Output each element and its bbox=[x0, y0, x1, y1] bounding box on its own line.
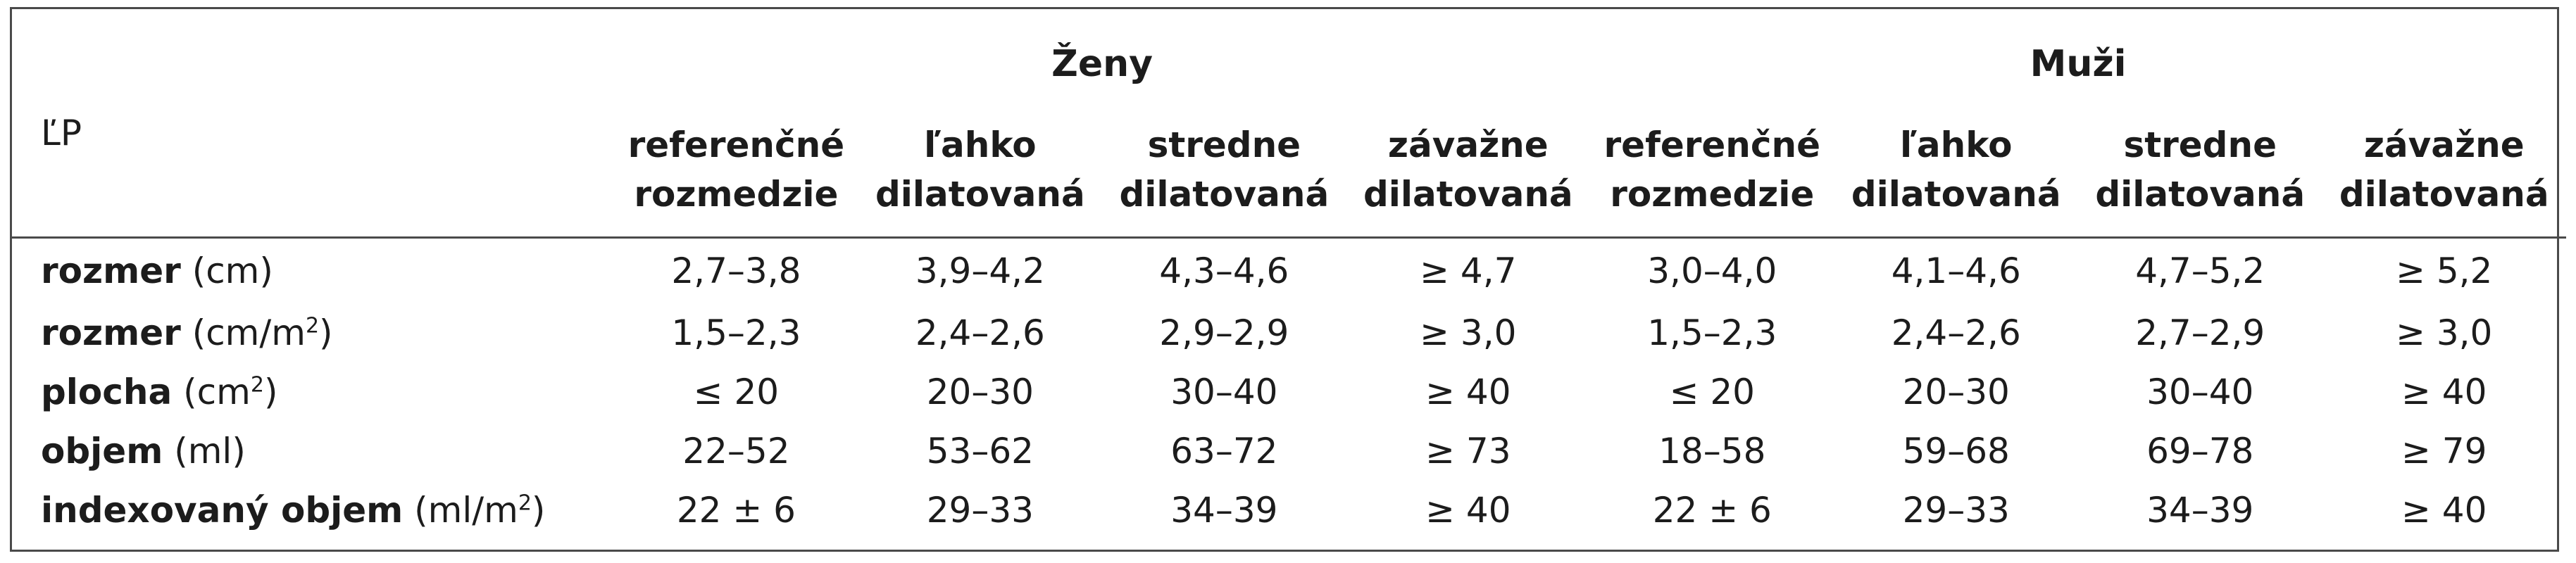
row-label: rozmer (cm/m2) bbox=[41, 312, 333, 353]
reference-table: Ženy Muži ĽP referenčné rozmedzie ľahko di… bbox=[11, 25, 2566, 540]
row-label: plocha (cm2) bbox=[41, 372, 278, 412]
group-header-women: Ženy bbox=[1051, 43, 1153, 85]
table-cell: 30–40 bbox=[1170, 372, 1278, 412]
row-label: indexovaný objem (ml/m2) bbox=[41, 490, 546, 531]
table-cell: ≥ 40 bbox=[2401, 490, 2487, 531]
table-cell: 30–40 bbox=[2146, 372, 2254, 412]
table-row: rozmer (cm/m2) 1,5–2,3 2,4–2,6 2,9–2,9 ≥… bbox=[11, 303, 2566, 362]
table-cell: 20–30 bbox=[926, 372, 1034, 412]
group-header-men: Muži bbox=[2030, 43, 2127, 85]
table-cell: 29–33 bbox=[1902, 490, 2010, 531]
table-cell: 18–58 bbox=[1658, 431, 1766, 472]
table-cell: 2,7–2,9 bbox=[2135, 312, 2265, 353]
table-cell: ≥ 4,7 bbox=[1420, 251, 1517, 291]
table-cell: 20–30 bbox=[1902, 372, 2010, 412]
subheader-cell: stredne dilatovaná bbox=[2095, 125, 2306, 215]
subheader-cell: referenčné rozmedzie bbox=[1603, 125, 1821, 215]
subheader-cell: referenčné rozmedzie bbox=[627, 125, 845, 215]
table-row: indexovaný objem (ml/m2) 22 ± 6 29–33 34… bbox=[11, 481, 2566, 540]
table-cell: ≤ 20 bbox=[1669, 372, 1755, 412]
subheader-cell: závažne dilatovaná bbox=[1363, 125, 1573, 215]
empty-corner bbox=[11, 25, 614, 103]
table-cell: 3,0–4,0 bbox=[1647, 251, 1777, 291]
table-cell: 59–68 bbox=[1902, 431, 2010, 472]
table-cell: 63–72 bbox=[1170, 431, 1278, 472]
table-cell: 22 ± 6 bbox=[1652, 490, 1772, 531]
subheader-row: ĽP referenčné rozmedzie ľahko dilatovaná s… bbox=[11, 103, 2566, 238]
table-cell: 34–39 bbox=[1170, 490, 1278, 531]
row-label-header: ĽP bbox=[41, 113, 82, 153]
table-cell: 2,4–2,6 bbox=[915, 312, 1045, 353]
table-cell: 1,5–2,3 bbox=[1647, 312, 1777, 353]
table-row: objem (ml) 22–52 53–62 63–72 ≥ 73 18–58 … bbox=[11, 422, 2566, 481]
table-cell: 4,3–4,6 bbox=[1159, 251, 1289, 291]
table-cell: ≥ 79 bbox=[2401, 431, 2487, 472]
table-cell: ≥ 73 bbox=[1425, 431, 1511, 472]
table-cell: 29–33 bbox=[926, 490, 1034, 531]
table-cell: 22 ± 6 bbox=[676, 490, 796, 531]
table-frame bbox=[10, 7, 2559, 552]
table-cell: ≥ 40 bbox=[1425, 372, 1511, 412]
table-cell: ≥ 40 bbox=[2401, 372, 2487, 412]
row-label: objem (ml) bbox=[41, 431, 246, 472]
table-cell: 4,1–4,6 bbox=[1891, 251, 2021, 291]
table-cell: ≥ 40 bbox=[1425, 490, 1511, 531]
table-cell: 2,4–2,6 bbox=[1891, 312, 2021, 353]
subheader-cell: stredne dilatovaná bbox=[1119, 125, 1330, 215]
table-row: plocha (cm2) ≤ 20 20–30 30–40 ≥ 40 ≤ 20 … bbox=[11, 362, 2566, 422]
table-cell: 4,7–5,2 bbox=[2135, 251, 2265, 291]
table-cell: ≥ 5,2 bbox=[2396, 251, 2493, 291]
table-cell: 1,5–2,3 bbox=[671, 312, 801, 353]
table-cell: ≥ 3,0 bbox=[2396, 312, 2493, 353]
subheader-cell: ľahko dilatovaná bbox=[875, 125, 1085, 215]
subheader-cell: závažne dilatovaná bbox=[2339, 125, 2549, 215]
table-cell: 69–78 bbox=[2146, 431, 2254, 472]
subheader-cell: ľahko dilatovaná bbox=[1851, 125, 2061, 215]
table-cell: 3,9–4,2 bbox=[915, 251, 1045, 291]
table-cell: 53–62 bbox=[926, 431, 1034, 472]
table-cell: 22–52 bbox=[682, 431, 790, 472]
table-row: rozmer (cm) 2,7–3,8 3,9–4,2 4,3–4,6 ≥ 4,… bbox=[11, 237, 2566, 304]
table-cell: ≥ 3,0 bbox=[1420, 312, 1517, 353]
row-label: rozmer (cm) bbox=[41, 251, 273, 291]
table-cell: 2,7–3,8 bbox=[671, 251, 801, 291]
table-cell: 34–39 bbox=[2146, 490, 2254, 531]
group-header-row: Ženy Muži bbox=[11, 25, 2566, 103]
table-cell: 2,9–2,9 bbox=[1159, 312, 1289, 353]
table-cell: ≤ 20 bbox=[693, 372, 780, 412]
